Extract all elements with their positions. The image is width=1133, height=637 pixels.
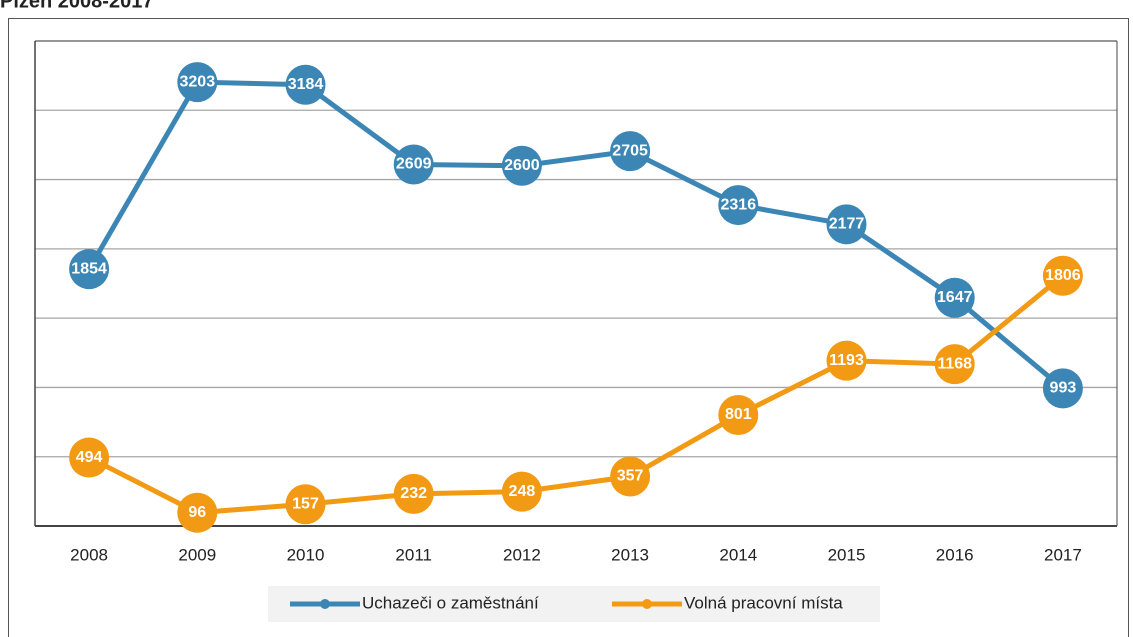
x-tick-label: 2012 <box>503 545 541 564</box>
data-label: 1806 <box>1045 267 1081 284</box>
marker <box>177 492 218 533</box>
series-line <box>86 79 1065 391</box>
x-tick-label: 2013 <box>611 545 649 564</box>
data-label: 96 <box>188 504 206 521</box>
x-tick-label: 2011 <box>395 545 432 564</box>
data-label: 2600 <box>504 157 540 174</box>
data-label: 232 <box>400 485 427 502</box>
marker <box>826 204 867 245</box>
legend-label: Uchazeči o zaměstnání <box>362 593 539 612</box>
marker <box>610 131 651 172</box>
marker <box>69 249 110 290</box>
data-label: 2705 <box>612 142 648 159</box>
data-label: 494 <box>76 449 103 466</box>
x-tick-label: 2008 <box>70 545 108 564</box>
marker <box>177 62 218 103</box>
data-label: 801 <box>725 406 752 423</box>
data-label: 1168 <box>937 355 972 372</box>
x-tick-label: 2016 <box>936 545 974 564</box>
x-tick-label: 2015 <box>828 545 866 564</box>
data-label: 157 <box>292 495 319 512</box>
marker <box>393 144 434 185</box>
marker <box>934 277 975 318</box>
marker <box>610 456 651 497</box>
data-label: 2609 <box>396 156 432 173</box>
x-tick-label: 2009 <box>178 545 216 564</box>
data-label: 1647 <box>937 289 973 306</box>
x-tick-label: 2014 <box>719 545 757 564</box>
legend-box <box>268 586 880 622</box>
marker <box>1042 255 1083 296</box>
data-label: 357 <box>617 468 644 485</box>
marker <box>393 473 434 514</box>
data-label: 1193 <box>829 352 864 369</box>
marker <box>718 185 759 226</box>
x-tick-label: 2017 <box>1044 545 1082 564</box>
marker <box>826 340 867 381</box>
data-label: 248 <box>509 483 536 500</box>
frame <box>8 18 1129 637</box>
series-line <box>87 273 1065 516</box>
legend-marker <box>642 599 652 609</box>
marker <box>1042 368 1083 409</box>
data-label: 3203 <box>180 73 216 90</box>
marker <box>718 395 759 436</box>
marker <box>69 437 110 478</box>
data-label: 2316 <box>721 196 757 213</box>
marker <box>501 145 542 186</box>
x-tick-label: 2010 <box>287 545 325 564</box>
marker <box>501 471 542 512</box>
marker <box>285 64 326 105</box>
legend-label: Volná pracovní místa <box>684 593 843 612</box>
legend-marker <box>320 599 330 609</box>
data-label: 3184 <box>288 76 324 93</box>
data-label: 2177 <box>829 216 865 233</box>
marker <box>285 484 326 525</box>
chart-title: Plzeň 2008-2017 <box>0 0 153 12</box>
data-label: 1854 <box>71 260 107 277</box>
data-label: 993 <box>1050 380 1077 397</box>
marker <box>934 344 975 385</box>
